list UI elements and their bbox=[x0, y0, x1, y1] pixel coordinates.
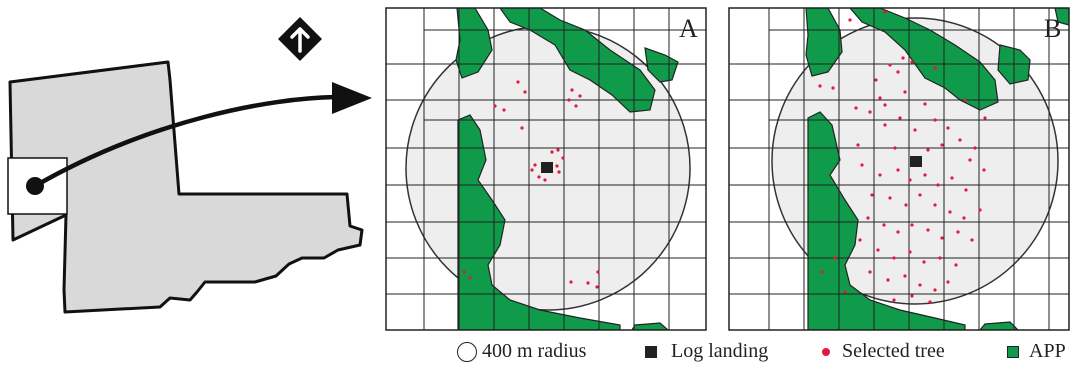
log-landing-a bbox=[541, 162, 553, 173]
legend-item-app: APP bbox=[1007, 340, 1066, 363]
legend-item-landing: Log landing bbox=[645, 340, 768, 363]
log-landing-b bbox=[910, 156, 922, 167]
trees-b bbox=[818, 10, 987, 304]
panel-b: B bbox=[728, 7, 1070, 331]
grid-a bbox=[386, 8, 706, 330]
legend-label-app: APP bbox=[1029, 340, 1066, 362]
map-legend: 400 m radius Log landing Selected tree A… bbox=[0, 336, 1085, 366]
app-square-icon bbox=[1007, 345, 1019, 358]
panel-letter-b: B bbox=[1044, 14, 1061, 43]
panel-a: A bbox=[385, 7, 707, 331]
panel-letter-a: A bbox=[679, 14, 698, 43]
legend-item-tree: Selected tree bbox=[822, 340, 945, 363]
north-arrow-icon bbox=[278, 17, 322, 61]
trees-a bbox=[462, 80, 600, 289]
square-icon bbox=[645, 345, 657, 358]
harvest-unit-outline bbox=[8, 60, 364, 314]
arrow-right-icon bbox=[33, 94, 337, 188]
dot-icon bbox=[822, 347, 830, 356]
circle-icon bbox=[457, 341, 477, 362]
arrowhead bbox=[332, 82, 372, 114]
legend-item-radius: 400 m radius bbox=[457, 340, 586, 363]
legend-label-radius: 400 m radius bbox=[482, 340, 587, 362]
legend-label-landing: Log landing bbox=[671, 340, 769, 362]
overview-region bbox=[7, 17, 372, 314]
legend-label-tree: Selected tree bbox=[842, 340, 945, 362]
app-areas-b bbox=[805, 8, 1069, 330]
grid-b bbox=[729, 8, 1069, 330]
